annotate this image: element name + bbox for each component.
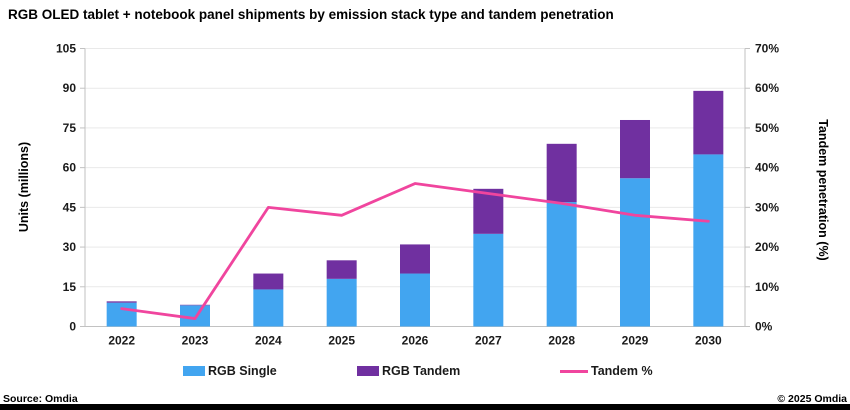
- bar-rgb-tandem-2023: [180, 304, 210, 306]
- legend-item-tandem-pct: Tandem %: [560, 364, 653, 378]
- bottom-black-bar: [0, 404, 850, 410]
- x-axis-label-2024: 2024: [255, 334, 282, 348]
- right-axis-tick-label: 40%: [755, 161, 779, 175]
- x-axis-label-2026: 2026: [402, 334, 429, 348]
- x-axis-label-2025: 2025: [328, 334, 355, 348]
- bar-rgb-tandem-2028: [546, 143, 577, 203]
- right-axis-tick-label: 70%: [755, 42, 779, 56]
- left-axis-tick-label: 45: [63, 200, 77, 214]
- right-axis-tick-label: 20%: [755, 240, 779, 254]
- right-axis-tick-label: 0%: [755, 320, 773, 334]
- bar-rgb-tandem-2024: [253, 273, 284, 290]
- copyright-note: © 2025 Omdia: [777, 393, 847, 405]
- left-axis-tick-label: 0: [69, 320, 76, 334]
- x-axis-label-2022: 2022: [108, 334, 135, 348]
- left-axis-tick-label: 60: [63, 161, 77, 175]
- source-note: Source: Omdia: [3, 393, 78, 405]
- chart-title: RGB OLED tablet + notebook panel shipmen…: [8, 7, 614, 22]
- chart-plot-area: 0 15 30 45 60 75 90 105 0% 10% 20% 30% 40% 50% 60% 70% 2…: [56, 42, 779, 348]
- x-axis-label-2030: 2030: [695, 334, 722, 348]
- legend-swatch-rgb-tandem: [357, 366, 379, 376]
- x-axis-label-2023: 2023: [182, 334, 209, 348]
- legend-label-rgb-tandem: RGB Tandem: [382, 364, 461, 378]
- legend-item-rgb-tandem: RGB Tandem: [357, 364, 460, 378]
- right-axis-tick-label: 10%: [755, 280, 779, 294]
- bar-rgb-tandem-2027: [473, 188, 504, 234]
- bar-rgb-single-2030: [693, 154, 724, 327]
- bar-rgb-tandem-2025: [326, 260, 357, 279]
- bar-rgb-tandem-2030: [693, 90, 724, 155]
- left-axis-tick-label: 90: [63, 81, 77, 95]
- bar-rgb-single-2029: [620, 178, 650, 327]
- legend-label-tandem-pct: Tandem %: [591, 364, 653, 378]
- x-axis-label-2029: 2029: [622, 334, 649, 348]
- left-axis-tick-label: 15: [63, 280, 77, 294]
- legend-label-rgb-single: RGB Single: [208, 364, 277, 378]
- x-axis-label-2027: 2027: [475, 334, 502, 348]
- legend-swatch-rgb-single: [183, 366, 205, 376]
- bar-rgb-tandem-2029: [620, 119, 650, 179]
- bar-rgb-single-2024: [253, 289, 284, 327]
- x-axis-label-2028: 2028: [548, 334, 575, 348]
- tandem-percent-line: [120, 182, 710, 320]
- left-axis-tick-label: 75: [63, 121, 77, 135]
- bar-rgb-tandem-2026: [400, 244, 430, 274]
- bar-rgb-single-2026: [400, 273, 430, 327]
- right-axis-tick-label: 60%: [755, 81, 779, 95]
- bar-rgb-single-2028: [546, 202, 577, 327]
- bar-rgb-single-2022: [106, 302, 137, 327]
- right-axis-tick-label: 50%: [755, 121, 779, 135]
- right-axis-tick-label: 30%: [755, 200, 779, 214]
- bar-rgb-single-2027: [473, 233, 504, 327]
- bar-rgb-tandem-2022: [106, 301, 137, 303]
- legend-item-rgb-single: RGB Single: [183, 364, 277, 378]
- legend-line-swatch-tandem-pct: [560, 369, 588, 373]
- bar-rgb-single-2023: [180, 305, 210, 327]
- bar-rgb-single-2025: [326, 278, 357, 327]
- left-axis-tick-label: 30: [63, 240, 77, 254]
- left-axis-tick-label: 105: [56, 42, 76, 56]
